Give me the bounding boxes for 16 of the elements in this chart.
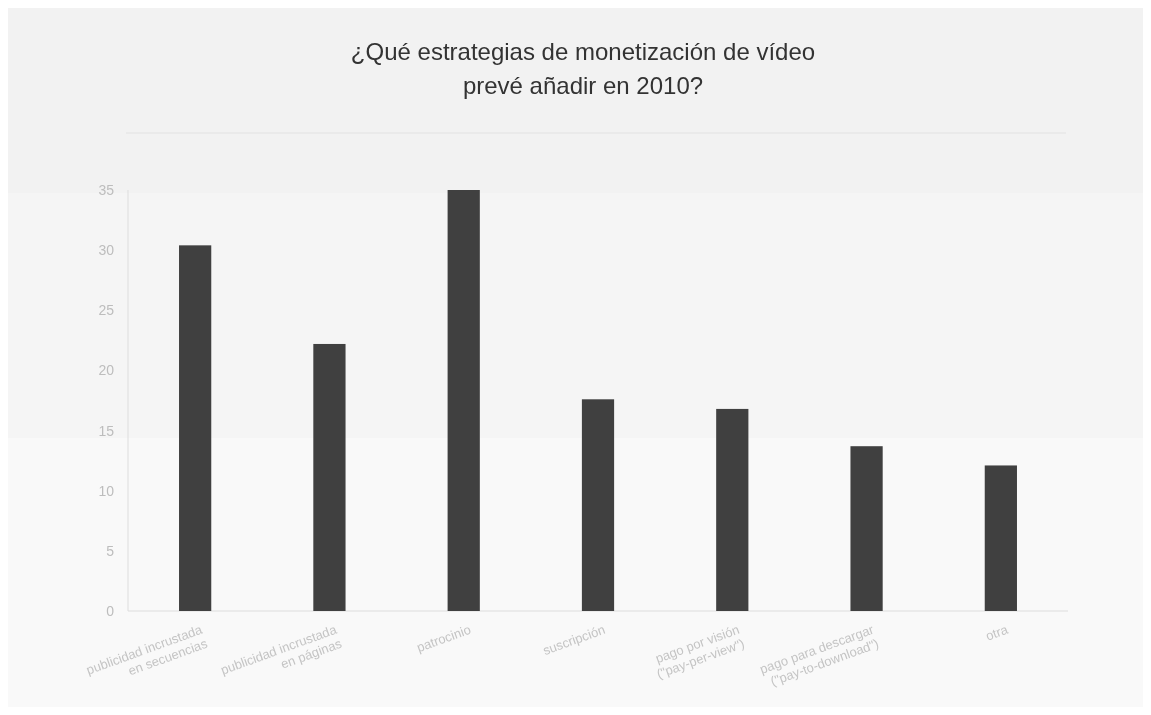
bar (581, 399, 615, 611)
bar (447, 190, 480, 611)
bar (179, 245, 212, 611)
y-tick-label: 5 (106, 542, 115, 559)
y-tick-label: 15 (98, 422, 115, 439)
bar (313, 343, 346, 611)
bar (984, 465, 1017, 611)
y-tick-label: 25 (98, 302, 115, 319)
y-tick-label: 35 (98, 182, 115, 198)
y-tick-label: 0 (106, 603, 115, 619)
y-tick-label: 10 (98, 482, 115, 499)
bar (850, 446, 883, 611)
chart-title: ¿Qué estrategias de monetización de vídeo prevé añadir en 2010? (350, 38, 816, 99)
y-tick-label: 30 (98, 242, 115, 259)
y-tick-label: 20 (98, 362, 115, 379)
bar (716, 408, 749, 611)
